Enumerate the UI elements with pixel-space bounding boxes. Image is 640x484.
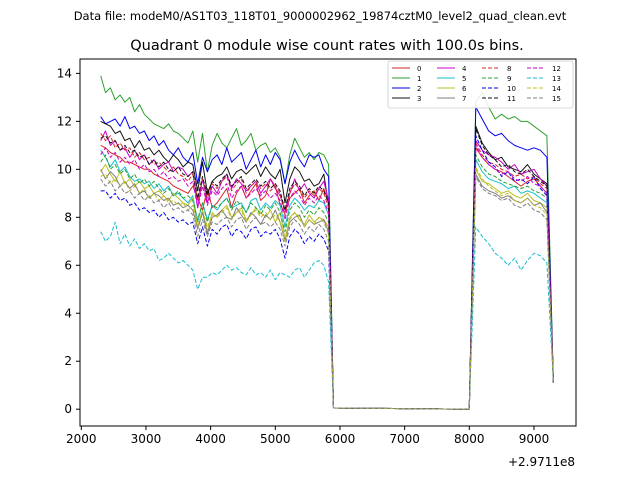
series-line-15: [100, 176, 554, 410]
x-tick-label: 7000: [389, 432, 420, 446]
series-line-10: [100, 135, 554, 410]
series-line-13: [100, 221, 554, 410]
series-line-2: [100, 106, 554, 410]
legend-label-0: 0: [417, 65, 421, 73]
chart-title: Quadrant 0 module wise count rates with …: [130, 38, 524, 54]
legend-label-5: 5: [462, 75, 466, 83]
legend-label-9: 9: [507, 75, 511, 83]
series-line-12: [100, 144, 554, 410]
series-line-11: [100, 128, 554, 410]
x-tick-label: 4000: [195, 432, 226, 446]
legend-label-13: 13: [552, 75, 561, 83]
figure-suptitle: Data file: modeM0/AS1T03_118T01_90000029…: [74, 9, 567, 23]
series-line-8: [100, 133, 554, 410]
series-line-9: [100, 154, 554, 410]
legend-label-2: 2: [417, 85, 421, 93]
legend-label-11: 11: [507, 95, 516, 103]
series-line-7: [100, 169, 554, 410]
legend-label-10: 10: [507, 85, 516, 93]
legend-box: [387, 60, 574, 109]
x-offset-label: +2.9711e8: [508, 455, 575, 469]
series-line-0: [100, 144, 554, 410]
legend-label-6: 6: [462, 85, 467, 93]
legend-label-8: 8: [507, 65, 511, 73]
legend-label-12: 12: [552, 65, 561, 73]
y-tick-label: 4: [64, 306, 72, 320]
legend-label-15: 15: [552, 95, 561, 103]
y-tick-label: 14: [57, 66, 72, 80]
y-tick-label: 2: [64, 354, 72, 368]
y-tick-label: 6: [64, 258, 72, 272]
legend-label-3: 3: [417, 95, 421, 103]
legend-label-14: 14: [552, 85, 561, 93]
y-tick-label: 8: [64, 210, 72, 224]
x-tick-label: 2000: [66, 432, 97, 446]
series-line-5: [100, 149, 554, 410]
series-line-4: [100, 130, 554, 410]
legend-label-7: 7: [462, 95, 466, 103]
legend-label-1: 1: [417, 75, 421, 83]
x-axis: 2000 3000 4000 5000 6000 7000 8000 9000: [66, 426, 549, 446]
series-line-14: [100, 166, 554, 410]
legend-label-4: 4: [462, 65, 467, 73]
x-tick-label: 5000: [260, 432, 291, 446]
x-tick-label: 3000: [131, 432, 162, 446]
y-axis: 0 2 4 6 8 10 12 14: [57, 66, 80, 416]
series-line-6: [100, 164, 554, 410]
plot-frame: [79, 58, 577, 427]
y-tick-label: 10: [57, 162, 72, 176]
x-tick-label: 8000: [454, 432, 485, 446]
series-layer: [100, 75, 554, 410]
y-tick-label: 12: [57, 114, 72, 128]
y-tick-label: 0: [64, 402, 72, 416]
series-line-3: [100, 120, 554, 410]
x-tick-label: 6000: [325, 432, 356, 446]
x-tick-label: 9000: [519, 432, 550, 446]
